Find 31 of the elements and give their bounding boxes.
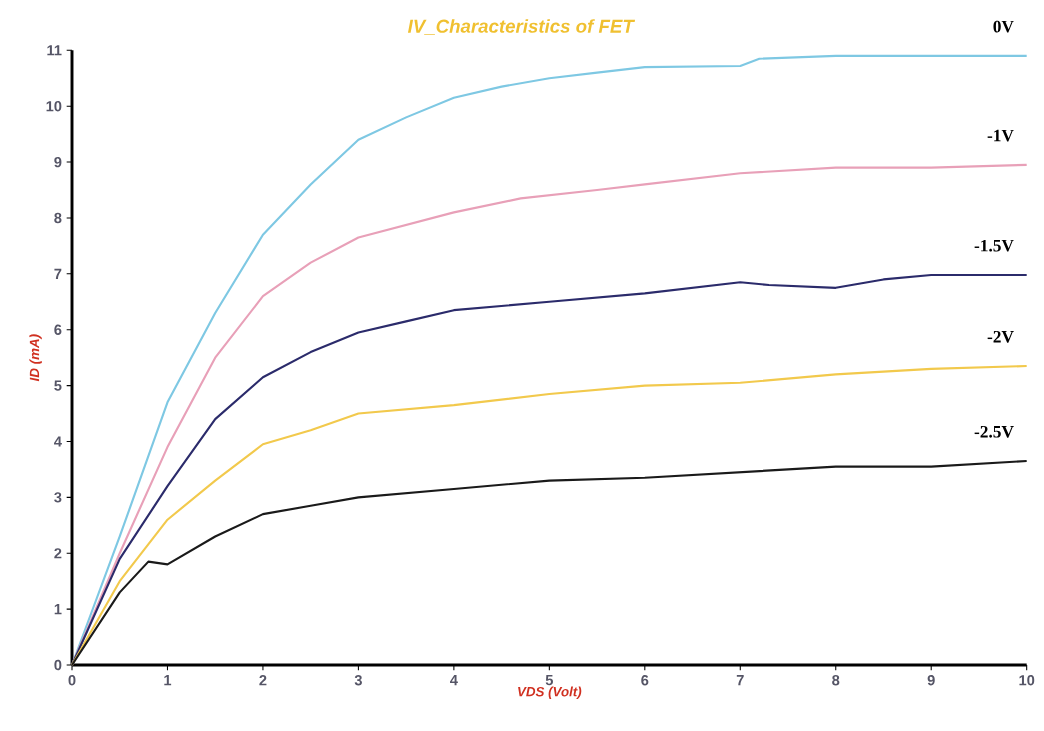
- x-tick-label: 8: [832, 675, 840, 686]
- y-tick-label: 6: [54, 324, 62, 335]
- y-tick-label: 0: [54, 659, 62, 671]
- x-tick-label: 7: [736, 675, 744, 686]
- x-tick-label: 10: [1019, 675, 1035, 686]
- x-tick-label: 5: [545, 675, 553, 686]
- series-label: -2.5V: [974, 425, 1014, 438]
- x-tick-label: 3: [354, 675, 362, 686]
- y-axis-title: ID (mA): [29, 334, 42, 382]
- series-label: -2V: [987, 330, 1014, 343]
- y-tick-label: 1: [54, 604, 62, 615]
- y-tick-label: 10: [46, 101, 62, 112]
- x-tick-label: 1: [164, 675, 172, 686]
- y-tick-label: 3: [54, 492, 62, 503]
- y-tick-label: 8: [54, 212, 62, 224]
- y-tick-label: 5: [54, 380, 62, 391]
- y-tick-label: 4: [54, 436, 62, 447]
- y-tick-label: 11: [47, 45, 62, 56]
- x-tick-label: 0: [68, 675, 76, 686]
- series-label: -1.5V: [974, 239, 1014, 252]
- x-tick-label: 4: [450, 675, 458, 686]
- x-tick-label: 6: [641, 675, 649, 686]
- y-tick-label: 7: [54, 268, 62, 279]
- x-axis-title: VDS (Volt): [518, 686, 582, 700]
- y-tick-label: 2: [54, 548, 62, 559]
- x-tick-label: 9: [927, 675, 935, 686]
- series-label: 0V: [993, 20, 1014, 33]
- x-tick-label: 2: [259, 675, 267, 686]
- chart-title: IV_Characteristics of FET: [407, 19, 636, 35]
- series-label: -1V: [987, 129, 1014, 142]
- y-tick-label: 9: [54, 156, 62, 168]
